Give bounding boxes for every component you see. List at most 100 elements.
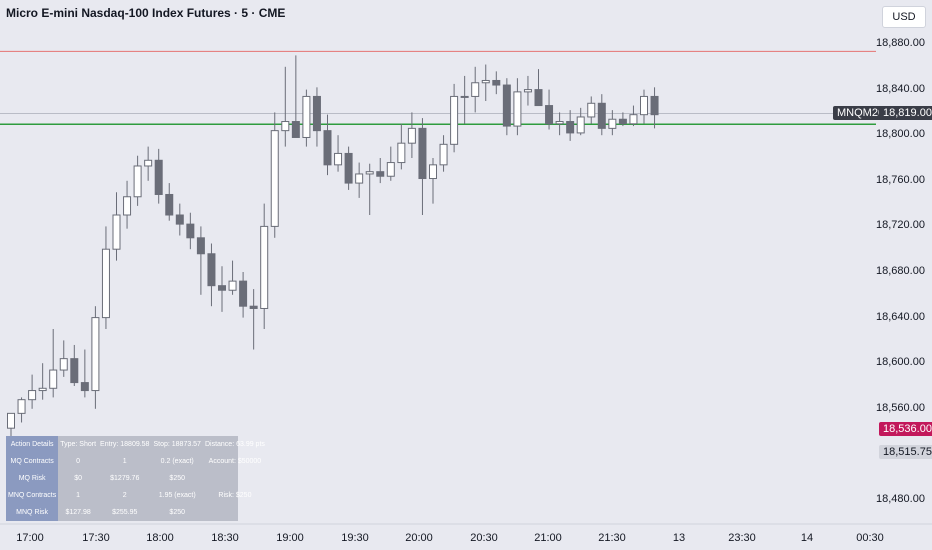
candle — [534, 69, 543, 107]
price-tick-label: 18,480.00 — [876, 493, 925, 505]
candle-body — [429, 164, 437, 180]
candle — [165, 183, 174, 221]
candle-body — [418, 127, 427, 180]
candle — [650, 87, 659, 129]
candle — [471, 66, 480, 113]
candle — [228, 260, 237, 295]
table-cell: 2 — [122, 492, 127, 499]
candle — [144, 146, 153, 181]
candle — [429, 158, 437, 204]
currency-button[interactable]: USD — [882, 6, 926, 28]
time-tick-label: 21:00 — [534, 532, 562, 544]
candle — [523, 75, 532, 106]
candle — [376, 158, 385, 184]
candle-body — [249, 305, 258, 309]
candle — [460, 75, 469, 124]
candle — [239, 272, 248, 318]
candle — [344, 146, 353, 190]
candle — [207, 243, 216, 307]
time-tick-label: 18:00 — [146, 532, 174, 544]
candle-body — [186, 223, 195, 239]
table-row: MQ Contracts 0 1 0.2 (exact) Account: $50000 — [6, 453, 267, 470]
candle — [597, 94, 606, 136]
candle — [608, 110, 617, 136]
table-cell: Action Details — [6, 436, 59, 453]
candle-body — [492, 79, 501, 86]
candle — [502, 78, 511, 136]
candle-body — [534, 89, 543, 107]
candle — [481, 64, 490, 101]
candle — [218, 266, 226, 312]
candle-body — [365, 171, 374, 175]
candle-body — [502, 84, 511, 127]
table-cell: Entry: 18809.58 — [100, 441, 150, 448]
time-tick-label: 18:30 — [211, 532, 239, 544]
candle-body — [112, 214, 121, 250]
candle — [196, 226, 205, 295]
candle-body — [355, 173, 364, 184]
table-row: MQ Risk $0 $1279.76 $250 — [6, 470, 267, 487]
table-cell: MNQ Risk — [6, 504, 59, 521]
candle-body — [17, 399, 26, 414]
candle-body — [376, 171, 385, 177]
candle — [38, 363, 47, 400]
candle-body — [270, 130, 279, 227]
candle — [59, 340, 68, 377]
candle — [49, 329, 58, 398]
price-tick-label: 18,840.00 — [876, 82, 925, 95]
price-tick-label: 18,560.00 — [876, 401, 925, 414]
candle-body — [576, 116, 585, 134]
table-cell — [203, 504, 267, 521]
table-cell: $250 — [169, 509, 185, 516]
candle-body — [566, 121, 575, 134]
candle-body — [618, 118, 627, 125]
candle-body — [154, 159, 163, 195]
time-tick-label: 20:00 — [405, 532, 433, 544]
candle — [334, 135, 343, 172]
candle-body — [439, 143, 448, 166]
candle-body — [91, 317, 100, 392]
candle — [70, 344, 79, 386]
candle — [587, 96, 596, 124]
candle-body — [471, 82, 480, 97]
candle — [123, 180, 132, 229]
chart-title: Micro E-mini Nasdaq-100 Index Futures · … — [6, 6, 286, 20]
price-tick-label: 18,760.00 — [876, 173, 925, 186]
candle-body — [38, 387, 47, 392]
table-cell: MNQ Contracts — [6, 487, 59, 504]
price-tick-label: 18,720.00 — [876, 219, 925, 232]
price-tick-label: 18,880.00 — [876, 37, 925, 49]
candle-body — [323, 130, 332, 166]
candle — [281, 66, 290, 147]
time-tick-label: 21:30 — [598, 532, 626, 544]
candle — [249, 289, 258, 350]
candle — [175, 203, 184, 236]
time-tick-label: 00:30 — [856, 532, 884, 544]
candle-body — [80, 382, 89, 392]
table-cell: Stop: 18873.57 — [153, 441, 201, 448]
last-price-label: 18,819.00 — [879, 106, 932, 120]
candle — [186, 212, 195, 250]
candle-body — [587, 102, 596, 118]
candle-body — [133, 165, 142, 198]
price-tick-label: 18,800.00 — [876, 128, 925, 141]
time-tick-label: 14 — [800, 532, 814, 544]
candle-body — [144, 159, 153, 167]
time-tick-label: 19:00 — [276, 532, 304, 544]
candle-body — [7, 412, 15, 429]
candle — [80, 349, 89, 398]
candle — [260, 203, 269, 329]
table-row: Action Details Type: Short Entry: 18809.58… — [6, 436, 267, 453]
candle — [407, 112, 416, 158]
table-cell: 0.2 (exact) — [160, 458, 194, 465]
price-tick-label: 18,680.00 — [876, 265, 925, 277]
candle — [91, 306, 100, 409]
time-tick-label: 17:30 — [82, 532, 110, 544]
candle-body — [207, 253, 216, 287]
candle — [576, 107, 585, 136]
candle — [112, 192, 121, 261]
candle-body — [49, 369, 58, 389]
time-tick-label: 23:30 — [728, 532, 756, 544]
candle — [312, 87, 321, 147]
